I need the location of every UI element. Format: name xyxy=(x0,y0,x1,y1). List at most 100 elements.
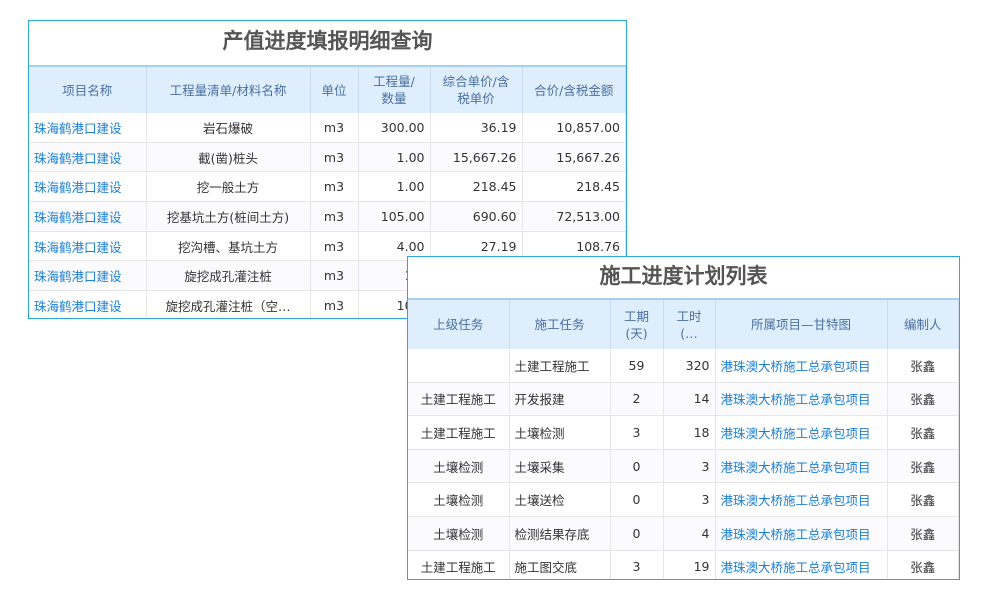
table-cell: 690.60 xyxy=(430,201,523,232)
table-cell: 3 xyxy=(610,415,664,450)
panel-title: 施工进度计划列表 xyxy=(599,264,768,288)
column-header[interactable]: 上级任务 xyxy=(408,298,510,349)
table-row[interactable]: 土壤检测 土壤采集 0 3 港珠澳大桥施工总承包项目 张鑫 xyxy=(408,449,959,484)
table-cell: 1.00 xyxy=(358,142,431,173)
column-header[interactable]: 工程量清单/材料名称 xyxy=(146,65,311,113)
table-cell: 3 xyxy=(663,482,716,517)
table-cell: 挖基坑土方(桩间土方) xyxy=(146,201,311,232)
table-cell: 开发报建 xyxy=(509,382,611,417)
table-cell: 3 xyxy=(663,449,716,484)
project-link[interactable]: 港珠澳大桥施工总承包项目 xyxy=(715,516,888,551)
project-link[interactable]: 港珠澳大桥施工总承包项目 xyxy=(715,449,888,484)
table-cell: m3 xyxy=(310,231,359,262)
table-cell: m3 xyxy=(310,260,359,292)
table-cell: m3 xyxy=(310,290,359,318)
table-cell: 0 xyxy=(610,482,664,517)
table-cell: 土壤采集 xyxy=(509,449,611,484)
table-cell: 旋挖成孔灌注桩 xyxy=(146,260,311,292)
table-cell: 张鑫 xyxy=(887,449,959,484)
project-link[interactable]: 港珠澳大桥施工总承包项目 xyxy=(715,349,888,383)
table-cell: 0 xyxy=(610,449,664,484)
table-cell: 土建工程施工 xyxy=(408,382,510,417)
table-row[interactable]: 土建工程施工 土壤检测 3 18 港珠澳大桥施工总承包项目 张鑫 xyxy=(408,415,959,450)
project-link[interactable]: 珠海鹤港口建设 xyxy=(29,260,147,292)
table-cell: 张鑫 xyxy=(887,382,959,417)
table-cell: 218.45 xyxy=(522,171,626,203)
table-row[interactable]: 珠海鹤港口建设 挖基坑土方(桩间土方) m3 105.00 690.60 72,513.0… xyxy=(29,201,626,232)
table-cell: 张鑫 xyxy=(887,415,959,450)
column-header[interactable]: 编制人 xyxy=(887,298,959,349)
output-value-table: 项目名称 工程量清单/材料名称 单位 工程量/数量 综合单价/含税单价 合价/含税金额 珠… xyxy=(29,65,626,318)
column-header[interactable]: 单位 xyxy=(310,65,359,113)
output-value-detail-panel: 产值进度填报明细查询 项目名称 工程量清单/材料名称 单位 工程量/数量 综合单价/含税… xyxy=(28,20,627,319)
table-cell: 土壤检测 xyxy=(408,449,510,484)
table-cell: 挖沟槽、基坑土方 xyxy=(146,231,311,262)
project-link[interactable]: 珠海鹤港口建设 xyxy=(29,201,147,232)
table-cell: 300.00 xyxy=(358,113,431,143)
project-link[interactable]: 港珠澳大桥施工总承包项目 xyxy=(715,550,888,579)
panel-title: 产值进度填报明细查询 xyxy=(222,29,433,53)
column-header[interactable]: 施工任务 xyxy=(509,298,611,349)
table-cell: 土壤检测 xyxy=(408,516,510,551)
table-cell: 218.45 xyxy=(430,171,523,203)
table-row[interactable]: 土建工程施工 开发报建 2 14 港珠澳大桥施工总承包项目 张鑫 xyxy=(408,382,959,417)
project-link[interactable]: 珠海鹤港口建设 xyxy=(29,290,147,318)
project-link[interactable]: 港珠澳大桥施工总承包项目 xyxy=(715,382,888,417)
column-header[interactable]: 所属项目—甘特图 xyxy=(715,298,888,349)
project-link[interactable]: 珠海鹤港口建设 xyxy=(29,142,147,173)
table-cell: m3 xyxy=(310,142,359,173)
table-row[interactable]: 珠海鹤港口建设 挖一般土方 m3 1.00 218.45 218.45 xyxy=(29,171,626,203)
table-cell: 挖一般土方 xyxy=(146,171,311,203)
table-cell: 320 xyxy=(663,349,716,383)
table-cell: 15,667.26 xyxy=(522,142,626,173)
table-cell: 4 xyxy=(663,516,716,551)
table-cell: 土壤检测 xyxy=(509,415,611,450)
table-cell: 19 xyxy=(663,550,716,579)
project-link[interactable]: 港珠澳大桥施工总承包项目 xyxy=(715,482,888,517)
project-link[interactable]: 珠海鹤港口建设 xyxy=(29,171,147,203)
table-row[interactable]: 土建工程施工 59 320 港珠澳大桥施工总承包项目 张鑫 xyxy=(408,349,959,383)
column-header[interactable]: 综合单价/含税单价 xyxy=(430,65,523,113)
table-cell: 0 xyxy=(610,516,664,551)
table-cell: 土建工程施工 xyxy=(408,415,510,450)
table-row[interactable]: 珠海鹤港口建设 岩石爆破 m3 300.00 36.19 10,857.00 xyxy=(29,113,626,143)
table-row[interactable]: 土壤检测 检测结果存底 0 4 港珠澳大桥施工总承包项目 张鑫 xyxy=(408,516,959,551)
column-header[interactable]: 合价/含税金额 xyxy=(522,65,626,113)
table-row[interactable]: 土壤检测 土壤送检 0 3 港珠澳大桥施工总承包项目 张鑫 xyxy=(408,482,959,517)
construction-schedule-panel: 施工进度计划列表 上级任务 施工任务 工期(天) 工时(… 所属项目—甘特图 编制人 土建… xyxy=(407,256,960,580)
column-header[interactable]: 工时(… xyxy=(663,298,716,349)
project-link[interactable]: 珠海鹤港口建设 xyxy=(29,113,147,143)
table-cell: 施工图交底 xyxy=(509,550,611,579)
table-cell: 土建工程施工 xyxy=(408,550,510,579)
project-link[interactable]: 港珠澳大桥施工总承包项目 xyxy=(715,415,888,450)
table-row[interactable]: 土建工程施工 施工图交底 3 19 港珠澳大桥施工总承包项目 张鑫 xyxy=(408,550,959,579)
table-cell: 15,667.26 xyxy=(430,142,523,173)
table-cell: 18 xyxy=(663,415,716,450)
table-cell: 72,513.00 xyxy=(522,201,626,232)
table-cell: 59 xyxy=(610,349,664,383)
project-link[interactable]: 珠海鹤港口建设 xyxy=(29,231,147,262)
table-cell: 张鑫 xyxy=(887,550,959,579)
column-header[interactable]: 工期(天) xyxy=(610,298,664,349)
table-row[interactable]: 珠海鹤港口建设 截(凿)桩头 m3 1.00 15,667.26 15,667.26 xyxy=(29,142,626,173)
table-cell: 旋挖成孔灌注桩（空… xyxy=(146,290,311,318)
table-cell: 3 xyxy=(610,550,664,579)
column-header[interactable]: 项目名称 xyxy=(29,65,147,113)
table-cell: 土壤检测 xyxy=(408,482,510,517)
table-cell: 土建工程施工 xyxy=(509,349,611,383)
table-cell: 14 xyxy=(663,382,716,417)
table-cell xyxy=(408,349,510,383)
table-cell: 10,857.00 xyxy=(522,113,626,143)
table-cell: 岩石爆破 xyxy=(146,113,311,143)
table-cell: 105.00 xyxy=(358,201,431,232)
table-cell: 2 xyxy=(610,382,664,417)
table-cell: 张鑫 xyxy=(887,482,959,517)
table-cell: 张鑫 xyxy=(887,516,959,551)
table-cell: 张鑫 xyxy=(887,349,959,383)
construction-schedule-table: 上级任务 施工任务 工期(天) 工时(… 所属项目—甘特图 编制人 土建工程施工 59 320… xyxy=(408,298,959,579)
table-cell: m3 xyxy=(310,201,359,232)
table-cell: 36.19 xyxy=(430,113,523,143)
table-cell: 截(凿)桩头 xyxy=(146,142,311,173)
column-header[interactable]: 工程量/数量 xyxy=(358,65,431,113)
